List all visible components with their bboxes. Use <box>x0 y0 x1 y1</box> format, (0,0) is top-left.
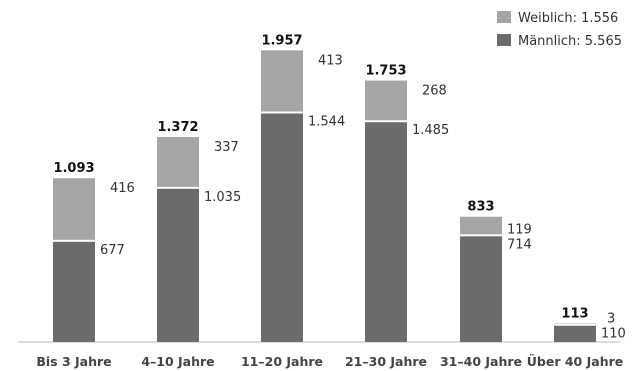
bar-weiblich <box>365 80 407 121</box>
bar-maennlich <box>261 113 303 342</box>
category-label: 21–30 Jahre <box>345 354 427 369</box>
bar-weiblich <box>53 178 95 240</box>
value-label-weiblich: 413 <box>318 53 343 68</box>
total-label: 833 <box>467 200 494 215</box>
value-label-weiblich: 337 <box>214 140 239 155</box>
legend-label: Weiblich: 1.556 <box>518 11 618 26</box>
bar-maennlich <box>53 241 95 342</box>
category-label: 31–40 Jahre <box>440 354 522 369</box>
category-label: Bis 3 Jahre <box>36 354 111 369</box>
value-label-maennlich: 677 <box>100 243 125 258</box>
value-label-weiblich: 3 <box>607 312 615 327</box>
total-label: 1.957 <box>261 33 302 48</box>
legend-label: Männlich: 5.565 <box>518 34 622 49</box>
category-label: 11–20 Jahre <box>241 354 323 369</box>
value-label-maennlich: 714 <box>507 237 532 252</box>
bars-group <box>53 50 596 342</box>
legend: Weiblich: 1.556 Männlich: 5.565 <box>497 11 622 49</box>
value-label-maennlich: 110 <box>601 327 626 342</box>
total-label: 1.372 <box>157 120 198 135</box>
category-label: 4–10 Jahre <box>141 354 214 369</box>
bar-maennlich <box>554 325 596 342</box>
bar-weiblich <box>460 216 502 235</box>
bar-weiblich <box>157 136 199 187</box>
total-label: 113 <box>561 306 588 321</box>
bar-weiblich <box>261 50 303 112</box>
value-label-weiblich: 416 <box>110 181 135 196</box>
legend-swatch <box>497 34 511 46</box>
value-label-maennlich: 1.485 <box>412 123 449 138</box>
bar-maennlich <box>460 236 502 342</box>
value-label-weiblich: 268 <box>422 84 447 99</box>
category-label: Über 40 Jahre <box>527 354 623 369</box>
legend-swatch <box>497 11 511 23</box>
value-label-maennlich: 1.544 <box>308 114 345 129</box>
labels-group: 677 416 1.093 1.035 337 1.372 1.544 413 1.957 1.4… <box>53 33 625 341</box>
category-labels-group: Bis 3 Jahre 4–10 Jahre 11–20 Jahre 21–30 Ja… <box>36 354 623 369</box>
total-label: 1.753 <box>365 64 406 79</box>
bar-maennlich <box>157 188 199 342</box>
value-label-maennlich: 1.035 <box>204 190 241 205</box>
total-label: 1.093 <box>53 161 94 176</box>
bar-maennlich <box>365 122 407 342</box>
value-label-weiblich: 119 <box>507 222 532 237</box>
